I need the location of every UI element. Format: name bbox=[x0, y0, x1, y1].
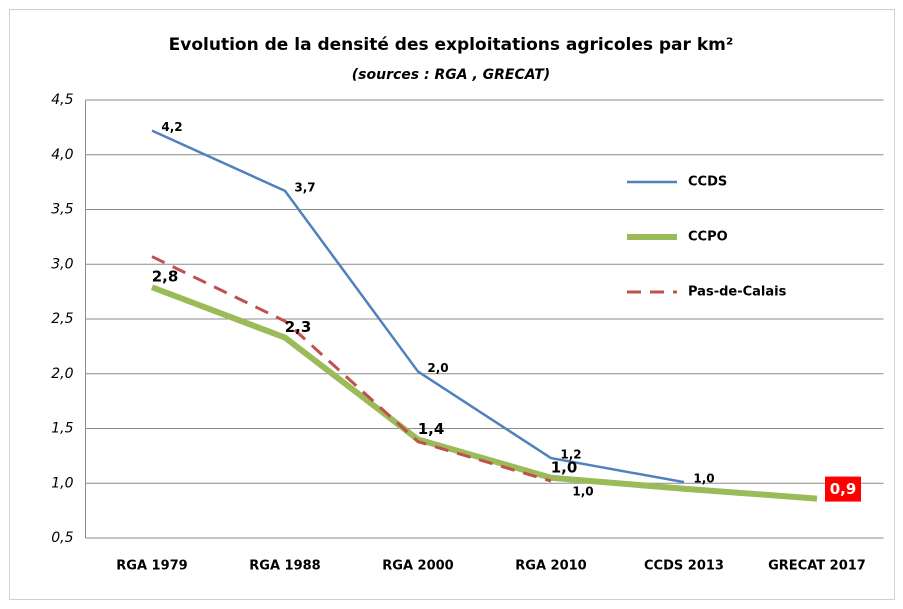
data-label: 1,0 bbox=[572, 485, 593, 499]
x-tick-label: RGA 1988 bbox=[249, 559, 320, 574]
series-line bbox=[151, 129, 685, 484]
chart-frame bbox=[9, 9, 895, 600]
x-tick-label: CCDS 2013 bbox=[644, 559, 724, 574]
data-label: 2,0 bbox=[427, 361, 448, 375]
legend-label: CCDS bbox=[688, 175, 727, 190]
y-tick-label: 2,0 bbox=[51, 366, 73, 382]
chart-title: Evolution de la densité des exploitation… bbox=[169, 35, 734, 55]
legend-label: Pas-de-Calais bbox=[688, 285, 787, 300]
y-tick-label: 1,0 bbox=[51, 475, 73, 491]
x-tick-label: RGA 2000 bbox=[382, 559, 453, 574]
data-label: 1,0 bbox=[693, 472, 714, 486]
series-line bbox=[151, 255, 552, 483]
data-label: 2,3 bbox=[285, 318, 312, 336]
data-label: 3,7 bbox=[294, 180, 315, 194]
data-label: 2,8 bbox=[152, 268, 179, 286]
data-label: 1,0 bbox=[551, 458, 578, 476]
y-tick-label: 0,5 bbox=[51, 530, 73, 546]
y-tick-label: 1,5 bbox=[51, 421, 73, 437]
data-label: 1,2 bbox=[560, 448, 581, 462]
x-tick-label: RGA 2010 bbox=[515, 559, 586, 574]
y-tick-label: 4,5 bbox=[51, 92, 73, 108]
y-tick-label: 4,0 bbox=[51, 147, 73, 163]
series-line bbox=[150, 284, 818, 502]
data-label: 0,9 bbox=[830, 480, 857, 498]
data-label: 4,2 bbox=[161, 120, 182, 134]
x-tick-label: RGA 1979 bbox=[116, 559, 187, 574]
y-tick-label: 3,0 bbox=[51, 256, 73, 272]
legend-label: CCPO bbox=[688, 230, 728, 245]
highlight-box bbox=[825, 476, 861, 502]
data-label: 1,4 bbox=[418, 420, 445, 438]
x-tick-label: GRECAT 2017 bbox=[768, 559, 866, 574]
y-tick-label: 2,5 bbox=[51, 311, 73, 327]
chart-subtitle: (sources : RGA , GRECAT) bbox=[352, 67, 550, 83]
y-tick-label: 3,5 bbox=[51, 202, 73, 218]
